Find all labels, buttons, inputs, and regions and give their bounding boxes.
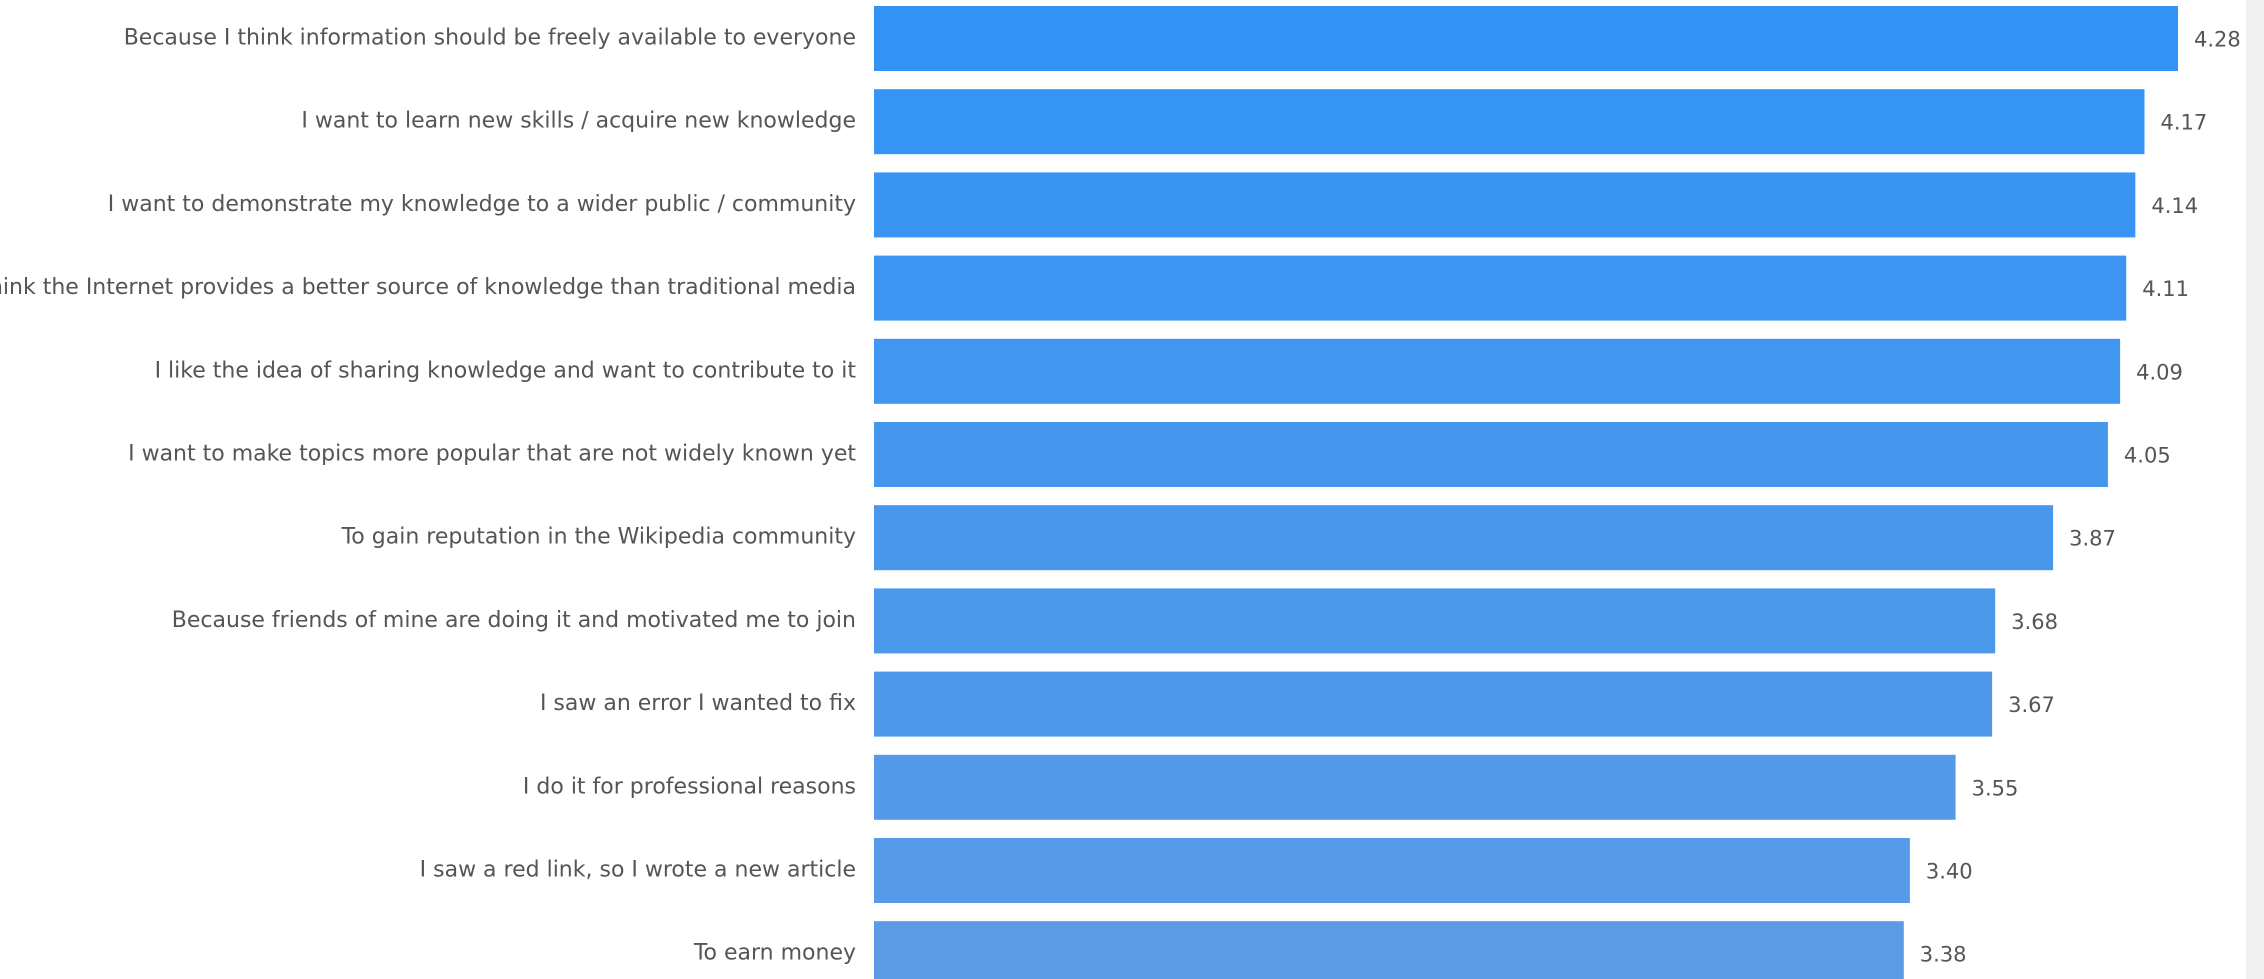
bar[interactable] — [874, 505, 2054, 571]
bar[interactable] — [874, 255, 2127, 321]
bar[interactable] — [874, 671, 1993, 737]
value-label: 4.14 — [2151, 194, 2198, 218]
value-label: 4.28 — [2194, 28, 2241, 52]
category-label: I want to demonstrate my knowledge to a … — [108, 192, 856, 217]
value-label: 3.55 — [1972, 776, 2019, 800]
category-label: I like the idea of sharing knowledge and… — [155, 358, 857, 383]
value-label: 3.67 — [2008, 693, 2055, 717]
category-label: To gain reputation in the Wikipedia comm… — [341, 525, 856, 550]
bar[interactable] — [874, 588, 1996, 654]
value-label: 3.40 — [1926, 860, 1973, 884]
value-label: 3.68 — [2011, 610, 2058, 634]
category-label: Because friends of mine are doing it and… — [172, 608, 856, 633]
bar[interactable] — [874, 921, 1904, 979]
value-label: 3.87 — [2069, 527, 2116, 551]
bar[interactable] — [874, 422, 2108, 487]
bar[interactable] — [874, 89, 2145, 155]
scrollbar-track[interactable] — [2246, 0, 2264, 979]
bar[interactable] — [874, 6, 2178, 71]
bar[interactable] — [874, 172, 2136, 238]
value-label: 4.09 — [2136, 360, 2183, 384]
value-label: 4.05 — [2124, 444, 2171, 468]
category-label: I think the Internet provides a better s… — [0, 275, 856, 300]
bar[interactable] — [874, 338, 2121, 404]
category-label: I want to make topics more popular that … — [128, 442, 856, 467]
category-label: I do it for professional reasons — [523, 774, 856, 799]
value-label: 3.38 — [1920, 943, 1967, 967]
category-label: Because I think information should be fr… — [124, 26, 856, 51]
value-label: 4.17 — [2160, 111, 2207, 135]
category-label: I want to learn new skills / acquire new… — [301, 109, 856, 134]
category-label: To earn money — [693, 941, 856, 966]
value-label: 4.11 — [2142, 277, 2189, 301]
bar[interactable] — [874, 838, 1910, 903]
category-label: I saw an error I wanted to fix — [540, 691, 856, 716]
bar[interactable] — [874, 754, 1956, 820]
category-label: I saw a red link, so I wrote a new artic… — [420, 858, 856, 883]
